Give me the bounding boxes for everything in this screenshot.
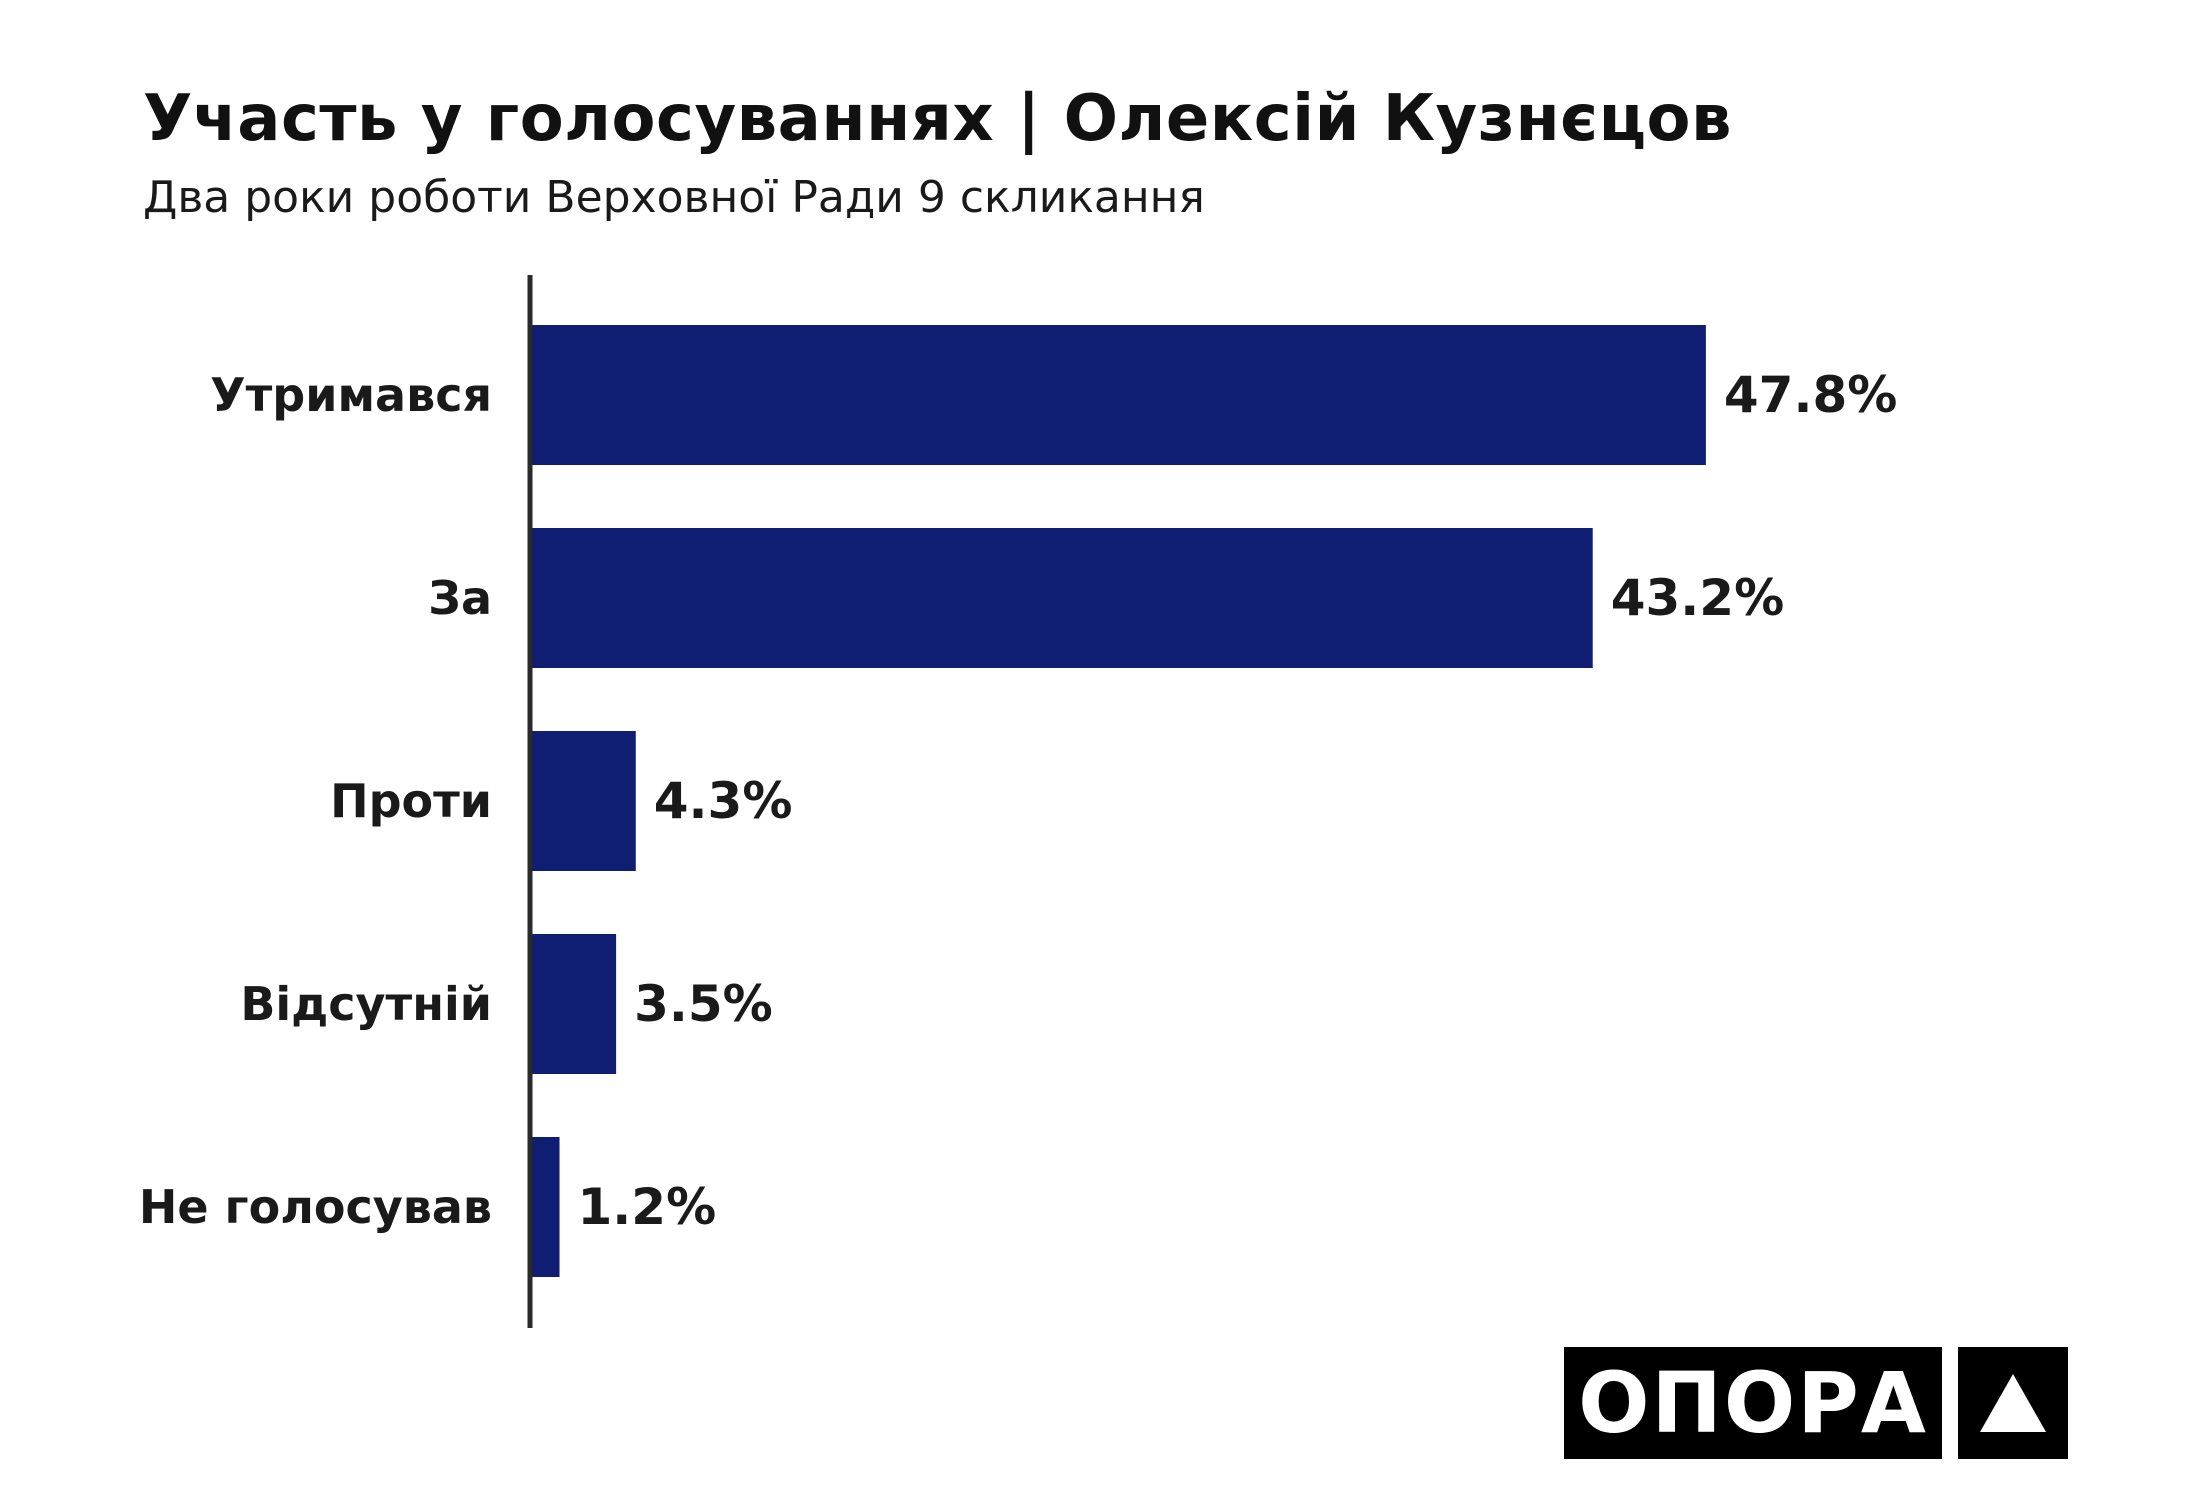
bar-4 [530,934,617,1074]
bar-2 [530,528,1593,668]
category-label: Не голосував [139,1180,492,1234]
opora-logo-text: ОПОРА [1564,1347,1942,1459]
bar-1 [530,325,1706,465]
chart-title: Участь у голосуваннях | Олексій Кузнєцов [143,82,1732,156]
chart-subtitle: Два роки роботи Верховної Ради 9 скликан… [143,172,1205,223]
bar-3 [530,731,636,871]
category-label: Утримався [210,368,492,422]
bar-chart: Утримався 47.8% За 43.2% Проти 4.3% Відсутній 3… [139,275,1897,1328]
value-label: 43.2% [1611,569,1784,627]
category-label: За [428,571,492,625]
value-label: 4.3% [654,772,793,830]
triangle-icon [1958,1347,2068,1459]
value-label: 3.5% [634,975,773,1033]
category-label: Відсутній [240,977,492,1031]
category-label: Проти [330,774,492,828]
bar-5 [530,1137,560,1277]
value-label: 1.2% [578,1178,717,1236]
value-label: 47.8% [1724,366,1897,424]
